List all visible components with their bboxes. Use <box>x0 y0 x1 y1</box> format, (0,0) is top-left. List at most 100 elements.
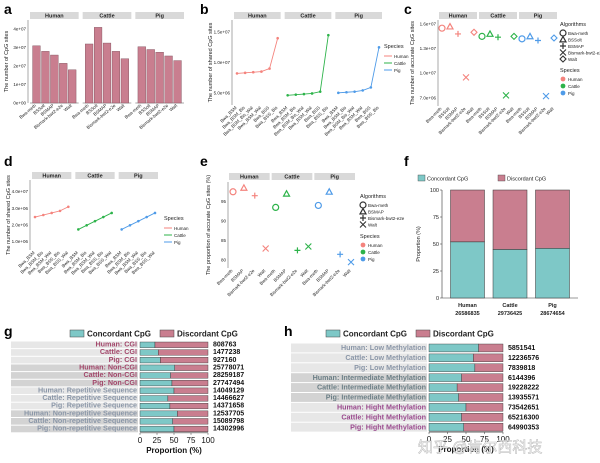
bar <box>137 46 146 104</box>
data-point <box>137 219 140 223</box>
row-label-bg <box>291 402 427 412</box>
bar-concordant <box>139 341 156 348</box>
legend-label: Walt <box>368 222 378 227</box>
data-point <box>445 22 455 30</box>
facet-label: Pig <box>330 175 339 181</box>
y-tick-label: 2e+07 <box>13 64 26 69</box>
bar-concordant <box>139 403 171 410</box>
bar-discordant <box>158 349 209 356</box>
x-tick-label: Walt <box>342 268 352 278</box>
row-total: 27747494 <box>213 380 244 387</box>
data-point <box>128 223 132 227</box>
x-count-label: 28674654 <box>540 311 565 317</box>
facet-strip <box>479 12 517 19</box>
row-total: 7839818 <box>508 365 535 372</box>
y-axis-title: The proportion of accurate CpG sites (%) <box>206 175 212 275</box>
row-total: 12236576 <box>508 355 539 362</box>
row-total: 25778071 <box>213 364 244 371</box>
bar-discordant <box>173 387 209 394</box>
x-tick-label: Walt <box>545 106 555 116</box>
bar-concordant <box>139 364 175 371</box>
legend-title: Species <box>384 44 404 50</box>
y-tick-label: 100 <box>430 188 439 194</box>
panel-label-e: e <box>200 153 208 169</box>
bar <box>102 42 112 104</box>
x-tick-label: Walt <box>299 268 309 278</box>
bar-concordant <box>139 380 173 387</box>
legend-swatch <box>497 174 506 182</box>
legend-marker <box>560 43 566 49</box>
facet-strip <box>82 12 132 19</box>
facet-strip <box>118 172 158 179</box>
facet-label: Human <box>240 175 259 181</box>
series-line <box>236 38 279 74</box>
x-tick-label: Cattle <box>502 303 517 309</box>
facet-label: Human <box>45 14 64 20</box>
legend-label: Bwa-meth <box>568 31 589 36</box>
row-label-bg <box>291 363 427 373</box>
x-count-label: 26586835 <box>455 311 479 317</box>
data-point <box>243 71 247 75</box>
legend-label: Discordant CpG <box>433 330 494 339</box>
data-point <box>93 219 97 223</box>
row-label: Cattle: CGI <box>100 347 137 356</box>
data-point <box>282 189 291 197</box>
bar-discordant <box>458 393 504 402</box>
data-point <box>502 91 510 99</box>
data-point <box>304 243 312 250</box>
bar-discordant <box>171 380 209 387</box>
bar-concordant <box>139 425 175 432</box>
row-label: Pig: CGI <box>109 355 137 364</box>
legend-title: Species <box>360 234 380 240</box>
legend-label: Discordant CpG <box>507 177 546 183</box>
data-point <box>294 247 301 254</box>
data-point <box>120 228 123 231</box>
bar-concordant <box>139 410 178 417</box>
legend-label: Concordant CpG <box>343 330 407 339</box>
bar-discordant <box>473 353 504 362</box>
data-point <box>58 209 62 213</box>
y-tick-label: 25 <box>433 269 439 275</box>
bar-discordant <box>167 395 209 402</box>
row-label: Cattle: Intermediate Methylation <box>317 383 426 392</box>
row-total: 12537705 <box>213 410 244 417</box>
x-tick-label: Walt <box>505 106 515 116</box>
row-total: 927160 <box>213 357 236 364</box>
row-label: Cattle: Hight Methylation <box>341 412 426 421</box>
facet-strip <box>30 12 79 19</box>
row-label-bg <box>291 393 427 402</box>
y-tick-label: 80 <box>221 258 227 263</box>
x-tick-label: 75 <box>187 436 196 445</box>
row-total: 6144396 <box>508 375 535 382</box>
data-point <box>361 89 365 92</box>
data-point <box>462 73 470 81</box>
y-axis-title: The number of shared CpG sites <box>208 22 214 102</box>
data-point <box>455 30 461 37</box>
row-label-bg <box>291 422 427 432</box>
x-tick-label: 25 <box>443 435 452 444</box>
row-label-bg <box>11 372 138 379</box>
facet-label: Cattle <box>87 174 102 180</box>
legend-label: Cattle <box>368 250 380 255</box>
legend-label: Discordant CpG <box>177 330 238 339</box>
data-point <box>77 228 80 231</box>
row-total: 15089798 <box>213 418 244 425</box>
row-label: Pig: Non-repetitive Sequence <box>37 424 137 433</box>
legend-marker <box>559 29 567 37</box>
panel-b: The number of shared CpG sites 5.0e+06 1.0… <box>208 12 409 137</box>
panel-d: The number of shared CpG sites 1.0e+06 2.0… <box>6 172 189 276</box>
bar-concordant <box>428 363 476 372</box>
y-axis-title: Proportion (%) <box>416 226 422 262</box>
legend-swatch <box>69 329 85 338</box>
facet-strip <box>314 173 355 180</box>
panel-label-a: a <box>4 1 12 17</box>
row-label: Pig: Repetitive Sequence <box>51 401 137 410</box>
data-point <box>276 36 279 40</box>
x-tick-label: 25 <box>153 436 162 445</box>
bar <box>32 45 41 104</box>
row-label-bg <box>11 349 138 356</box>
panel-label-h: h <box>284 323 293 339</box>
bar-discordant <box>169 403 209 410</box>
y-axis-title: The number of shared CpG sites <box>6 175 12 255</box>
